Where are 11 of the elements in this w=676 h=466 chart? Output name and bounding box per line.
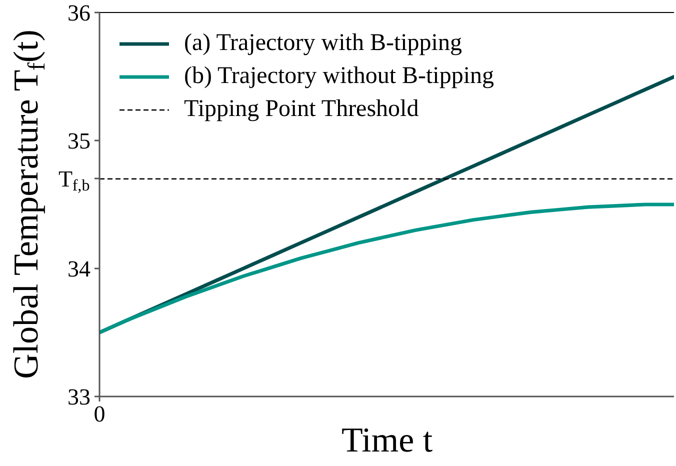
y-axis-title: Global Temperature Tf(t) (6, 30, 51, 379)
legend-label: Tipping Point Threshold (184, 96, 419, 123)
line-series (98, 202, 674, 334)
y-tick-label: 34 (68, 256, 91, 282)
x-tick-label: 0 (94, 402, 106, 426)
y-tick-label: 36 (68, 0, 90, 26)
y-tick-label: 35 (68, 128, 90, 154)
legend-label: (a) Trajectory with B-tipping (184, 30, 462, 57)
legend-label: (b) Trajectory without B-tipping (184, 63, 494, 90)
y-tick-label: 33 (68, 384, 90, 410)
x-axis-title: Time t (342, 420, 433, 460)
